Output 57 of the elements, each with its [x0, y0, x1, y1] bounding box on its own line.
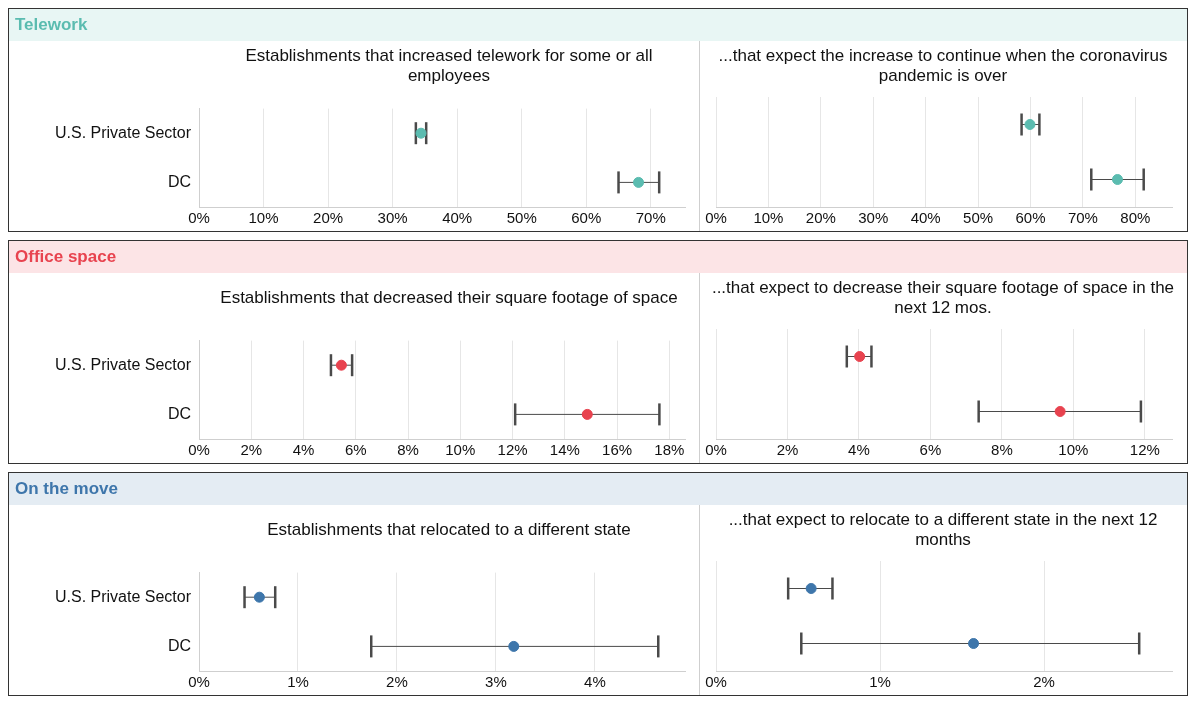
x-tick-label: 0% [705, 673, 727, 691]
x-tick-label: 30% [377, 209, 408, 227]
x-tick-label: 16% [602, 441, 633, 459]
x-tick-label: 10% [1058, 441, 1089, 459]
x-tick-label: 18% [654, 441, 685, 459]
x-tick-label: 8% [397, 441, 419, 459]
x-tick-label: 70% [635, 209, 666, 227]
x-tick-label: 0% [188, 441, 210, 459]
x-tick-label: 20% [313, 209, 344, 227]
x-tick-label: 2% [386, 673, 408, 691]
x-tick-label: 4% [292, 441, 315, 459]
x-tick-label: 10% [248, 209, 279, 227]
x-tick-label: 10% [753, 209, 784, 227]
y-tick-label: U.S. Private Sector [54, 587, 192, 605]
x-tick-label: 70% [1067, 209, 1098, 227]
x-tick-label: 0% [188, 673, 210, 691]
chart-subtitle: ...that expect the increase to continue when the coronavirus pandemic is over [717, 45, 1169, 87]
x-tick-label: 0% [705, 441, 727, 459]
x-tick-label: 10% [445, 441, 476, 459]
y-tick-label: DC [167, 404, 191, 422]
x-tick-label: 6% [919, 441, 942, 459]
x-tick-label: 1% [287, 673, 309, 691]
x-tick-label: 60% [571, 209, 602, 227]
x-tick-label: 60% [1015, 209, 1046, 227]
y-tick-label: DC [167, 172, 191, 190]
chart-subtitle: ...that expect to decrease their square footage of space in the next 12 mos. [710, 277, 1176, 319]
x-tick-label: 6% [344, 441, 367, 459]
chart-title: Office space [9, 241, 1187, 273]
x-tick-label: 4% [584, 673, 606, 691]
x-tick-label: 14% [549, 441, 580, 459]
x-tick-label: 30% [858, 209, 889, 227]
x-tick-label: 80% [1120, 209, 1151, 227]
x-tick-label: 50% [963, 209, 994, 227]
x-tick-label: 12% [1129, 441, 1160, 459]
x-tick-label: 1% [869, 673, 891, 691]
y-tick-label: U.S. Private Sector [54, 355, 192, 373]
x-tick-label: 12% [497, 441, 528, 459]
text: Telework [9, 9, 1187, 41]
y-tick-label: DC [167, 636, 191, 654]
x-tick-label: 40% [442, 209, 473, 227]
x-tick-label: 0% [188, 209, 210, 227]
x-tick-label: 40% [910, 209, 941, 227]
x-tick-label: 4% [848, 441, 870, 459]
x-tick-label: 0% [705, 209, 727, 227]
x-tick-label: 2% [240, 441, 263, 459]
x-tick-label: 2% [776, 441, 799, 459]
x-tick-label: 2% [1033, 673, 1055, 691]
x-tick-label: 20% [805, 209, 836, 227]
x-tick-label: 8% [991, 441, 1013, 459]
chart-subtitle: Establishments that decreased their square footage of space [219, 287, 679, 309]
chart-subtitle: Establishments that increased telework for some or all employees [244, 45, 654, 87]
x-tick-label: 50% [506, 209, 537, 227]
y-tick-label: U.S. Private Sector [54, 123, 192, 141]
chart-title: On the move [9, 473, 1187, 505]
x-tick-label: 3% [485, 673, 507, 691]
chart-subtitle: Establishments that relocated to a different state [266, 519, 632, 541]
chart-subtitle: ...that expect to relocate to a different state in the next 12 months [727, 509, 1159, 551]
